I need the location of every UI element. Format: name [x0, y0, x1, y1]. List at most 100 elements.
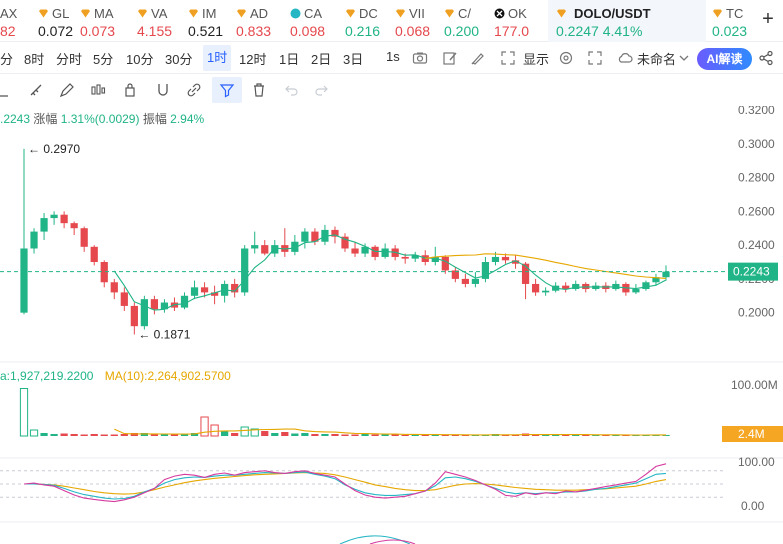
interval-3d[interactable]: 3日	[343, 52, 364, 67]
price-axis-label: 0.2600	[738, 204, 775, 218]
filter-tool-active[interactable]	[212, 77, 242, 103]
interval-12h[interactable]: 12时	[239, 52, 267, 67]
interval-1s[interactable]: 1s	[386, 49, 400, 64]
candle-body	[361, 246, 369, 254]
ticker-item[interactable]: GL 0.072	[38, 0, 80, 42]
volume-bar	[371, 434, 379, 436]
volume-bar	[592, 435, 600, 436]
ticker-symbol: IM	[202, 6, 217, 21]
pen-icon[interactable]	[59, 82, 75, 98]
candle-body	[521, 263, 530, 284]
interval-minute-partial[interactable]: 分	[0, 52, 14, 67]
candle-body	[441, 256, 449, 271]
add-ticker-button[interactable]: +	[762, 8, 774, 30]
candle-body	[70, 223, 78, 229]
volume-bar	[431, 435, 439, 436]
candle-body	[652, 277, 660, 283]
ticker-item[interactable]: AD 0.833	[236, 0, 290, 42]
candle-body	[562, 285, 570, 290]
ticker-item[interactable]: MA 0.073	[80, 0, 137, 42]
ticker-dolo-usdt[interactable]: DOLO/USDT 0.2247 4.41%	[548, 0, 706, 42]
ticker-price: 0.072	[38, 23, 74, 39]
interval-8h[interactable]: 8时	[24, 52, 45, 67]
cloud-icon[interactable]	[617, 50, 633, 66]
ticker-item[interactable]: OK 177.0	[494, 0, 548, 42]
volume-bar	[50, 434, 58, 436]
interval-10m[interactable]: 10分	[126, 52, 154, 67]
volume-bar	[321, 434, 329, 436]
volume-bar	[411, 435, 419, 436]
candle-body	[642, 282, 650, 290]
undo-icon[interactable]	[283, 82, 299, 98]
ticker-symbol: TC	[726, 6, 744, 21]
volume-bar	[562, 435, 570, 436]
settings-icon[interactable]	[558, 50, 574, 66]
ticker-item[interactable]: TC 0.023	[712, 0, 783, 42]
fullscreen-icon[interactable]	[587, 50, 603, 66]
diamond-icon	[556, 7, 567, 18]
ai-analysis-button[interactable]: AI解读	[697, 48, 752, 70]
ruler-icon[interactable]	[28, 82, 44, 98]
volume-bar	[261, 431, 269, 436]
ticker-item[interactable]: C/0.200	[444, 0, 494, 42]
price-stats: .2243 涨幅 1.31%(0.0029) 振幅 2.94%	[0, 110, 204, 127]
candle-body	[190, 287, 199, 296]
volume-bar	[210, 424, 219, 437]
volume-bar	[471, 435, 480, 436]
price-axis-label: 0.2400	[738, 238, 775, 252]
candle-body	[301, 231, 309, 242]
edit-icon[interactable]	[442, 50, 458, 66]
candle-body	[160, 302, 169, 310]
volume-bar	[542, 435, 550, 436]
expand-icon[interactable]	[500, 50, 516, 66]
magnet-icon[interactable]	[155, 82, 171, 98]
ticker-item[interactable]: AX 82	[0, 0, 38, 42]
interval-1d[interactable]: 1日	[279, 52, 300, 67]
volume-bar	[572, 435, 580, 436]
template-name[interactable]: 未命名	[637, 52, 677, 67]
volume-bar	[100, 434, 108, 436]
filter-icon[interactable]	[219, 82, 235, 98]
interval-1h[interactable]: 1时	[203, 45, 232, 71]
ticker-item[interactable]: DC 0.216	[345, 0, 395, 42]
candle-body	[180, 295, 189, 308]
ticker-price: 0.521	[188, 23, 224, 39]
price-chart[interactable]: 0.32000.30000.28000.26000.24000.22000.20…	[0, 106, 783, 544]
ticker-item[interactable]: VII 0.068	[395, 0, 444, 42]
price-axis-label: 0.2800	[738, 171, 775, 185]
brush-icon[interactable]	[470, 50, 486, 66]
volume-bar	[170, 434, 179, 436]
stats-price: .2243	[0, 112, 31, 126]
trash-icon[interactable]	[251, 82, 267, 98]
interval-timeline[interactable]: 分时	[56, 52, 83, 67]
display-menu[interactable]: 显示	[523, 52, 550, 67]
candle-body	[271, 245, 279, 254]
chevron-down-icon[interactable]	[676, 50, 692, 66]
ticker-item[interactable]: CA 0.098	[290, 0, 345, 42]
candle-body	[501, 256, 510, 261]
volume-bar	[602, 435, 610, 436]
ticker-price: 0.200	[444, 23, 480, 39]
interval-30m[interactable]: 30分	[165, 52, 193, 67]
camera-icon[interactable]	[412, 50, 428, 66]
interval-5m[interactable]: 5分	[93, 52, 114, 67]
share-icon[interactable]	[758, 50, 774, 66]
candle-body	[261, 245, 269, 254]
ticker-price: 0.073	[80, 23, 116, 39]
layout-icon[interactable]	[0, 82, 10, 98]
candle-body	[231, 283, 239, 293]
diamond-icon	[444, 7, 455, 18]
redo-icon[interactable]	[314, 82, 330, 98]
ticker-item[interactable]: VA 4.155	[137, 0, 188, 42]
volume-badge-label: 2.4M	[738, 427, 765, 441]
interval-2d[interactable]: 2日	[311, 52, 332, 67]
ticker-item[interactable]: IM 0.521	[188, 0, 236, 42]
volume-bar	[150, 434, 159, 436]
volume-bar	[281, 432, 289, 436]
price-axis-label: 0.3000	[738, 137, 775, 151]
candle-body	[511, 260, 520, 264]
lock-icon[interactable]	[122, 82, 138, 98]
candle-body	[311, 231, 319, 242]
candlestick-icon[interactable]	[90, 82, 106, 98]
link-icon[interactable]	[186, 82, 202, 98]
